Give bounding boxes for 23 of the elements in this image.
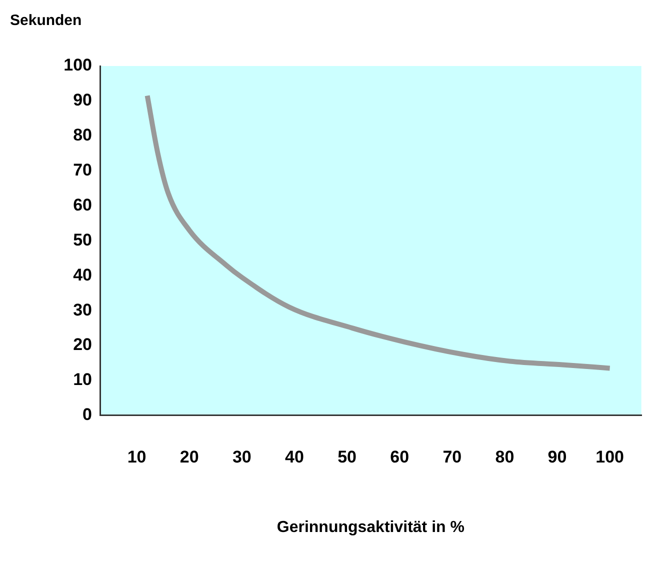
y-tick-label: 80 [73,126,92,145]
x-tick-label: 70 [442,447,462,466]
x-tick-label: 100 [596,447,624,466]
x-tick-label: 30 [232,447,252,466]
y-tick-label: 50 [73,230,92,250]
x-tick-label: 20 [180,447,199,466]
y-tick-label: 40 [73,265,92,284]
y-tick-label: 70 [73,160,92,180]
y-tick-label: 10 [73,370,92,390]
y-tick-label: 0 [82,405,92,424]
y-tick-label: 30 [73,300,92,320]
x-tick-label: 10 [127,447,146,466]
y-tick-label: 20 [73,335,92,354]
y-axis-title: Sekunden [10,12,82,30]
x-tick-label: 50 [338,447,356,466]
x-tick-label: 90 [548,447,567,466]
x-tick-label: 80 [495,447,514,466]
x-tick-label: 60 [390,447,410,466]
y-tick-label: 90 [73,90,92,110]
y-tick-label: 60 [73,195,92,214]
x-axis-title: Gerinnungsaktivität in % [276,518,464,536]
y-tick-label: 100 [64,56,92,75]
x-tick-label: 40 [285,447,304,466]
